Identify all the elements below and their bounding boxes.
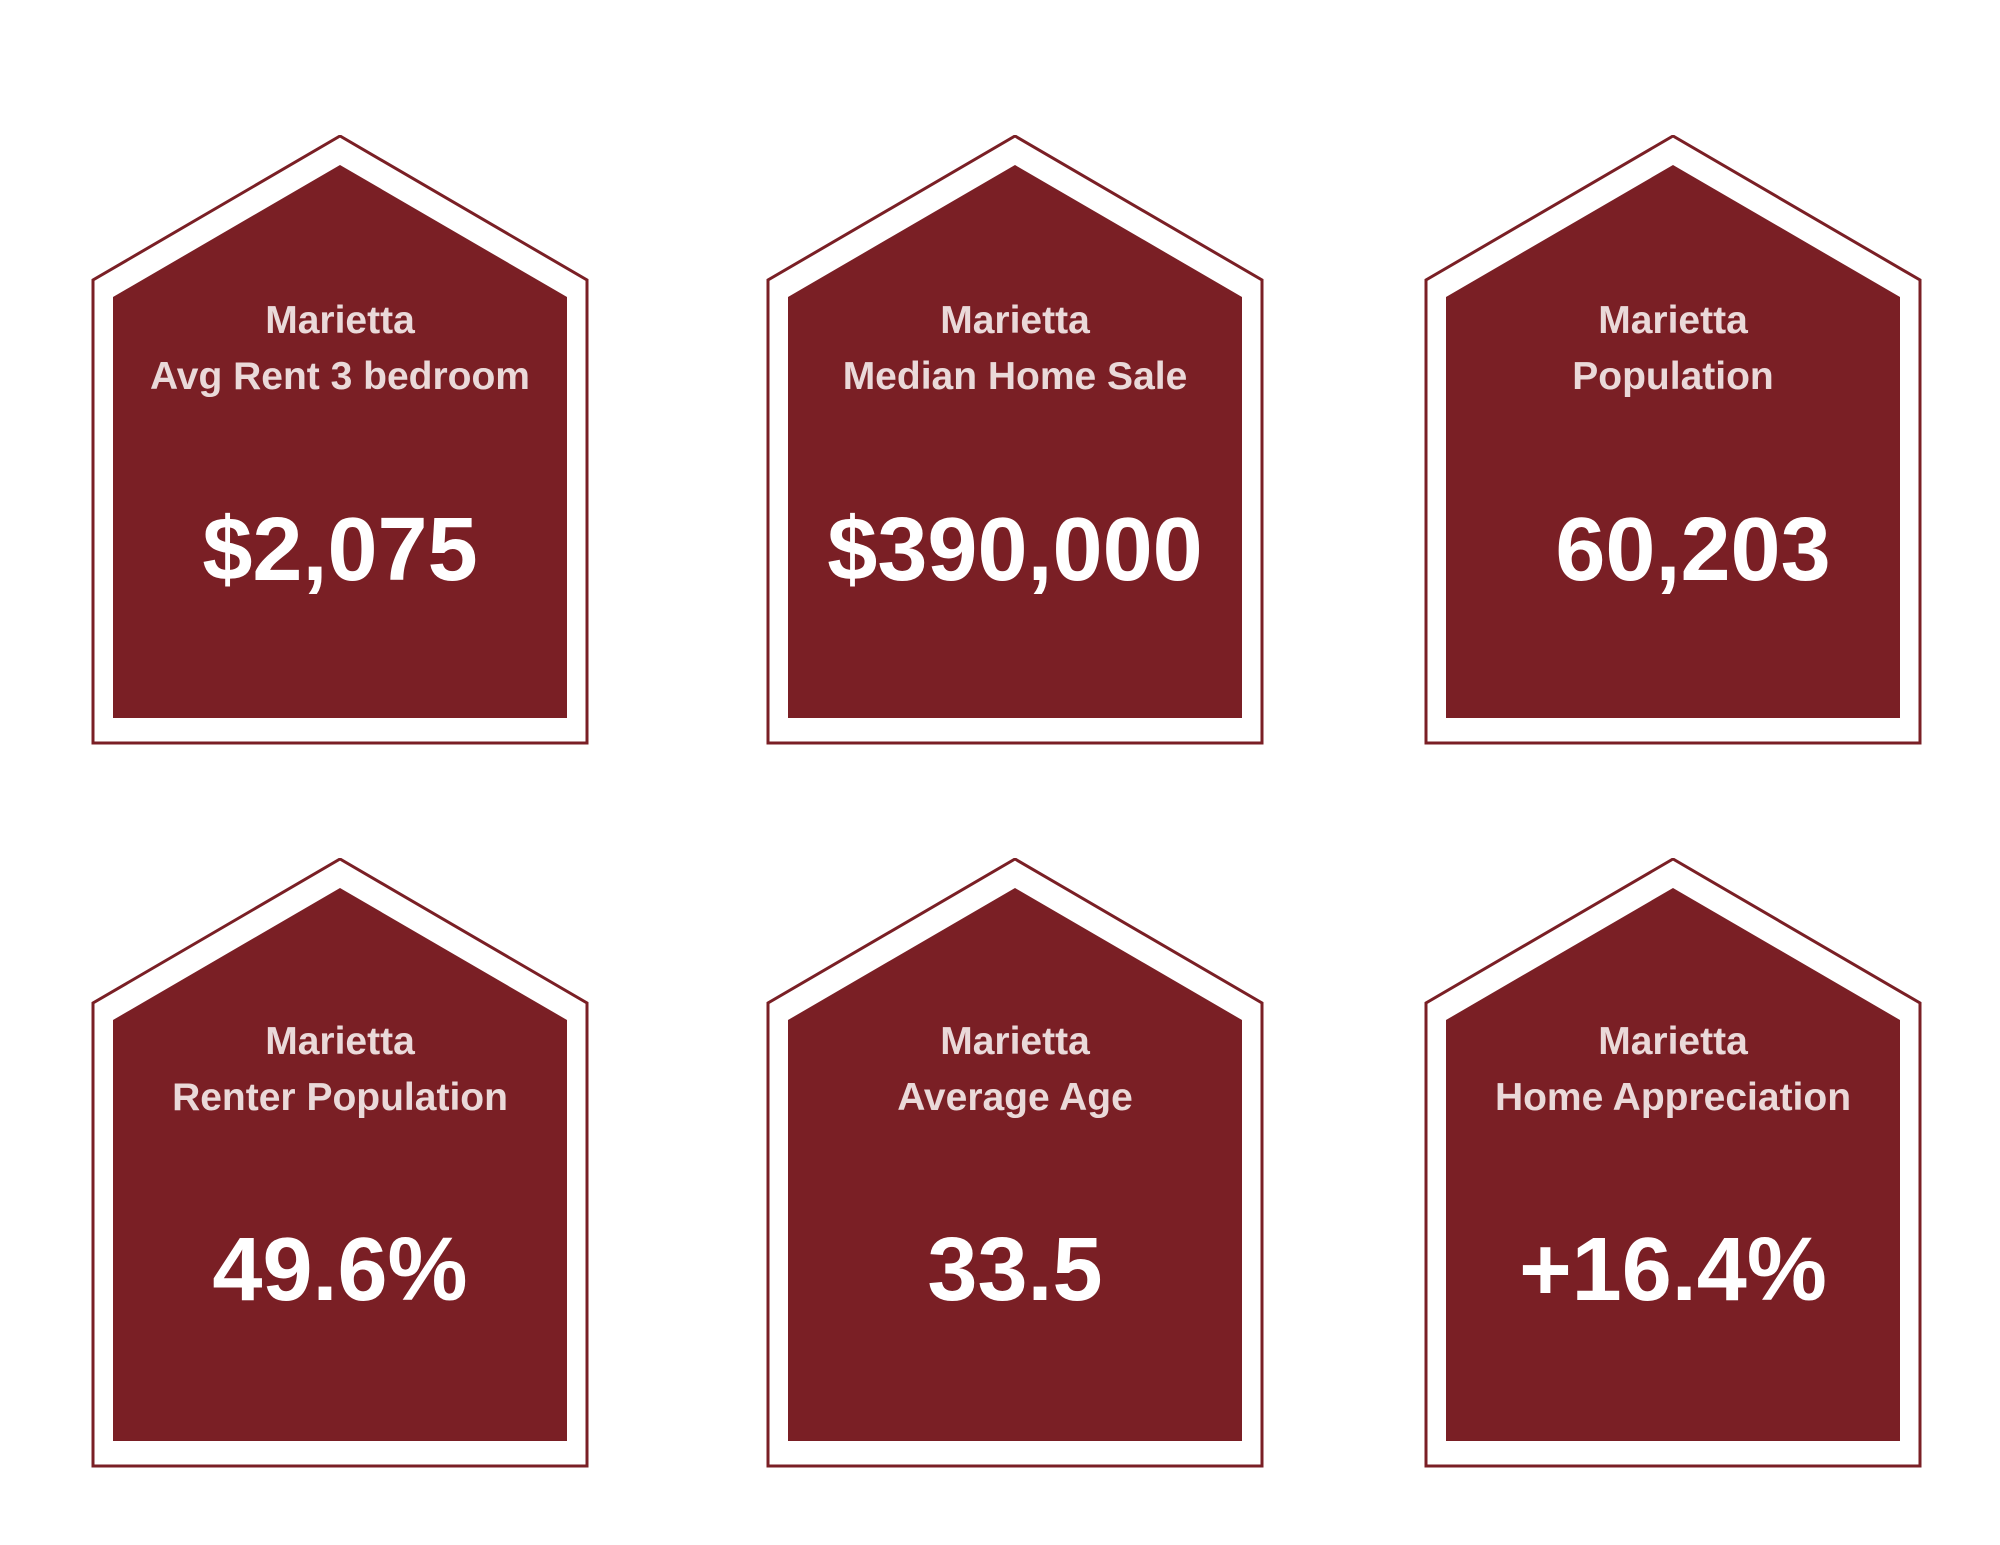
stat-value: $390,000 [827,500,1203,600]
city-label: Marietta [265,1020,415,1063]
house-icon [1424,858,1922,1468]
house-icon [91,135,589,745]
stat-value: 60,203 [1555,500,1831,600]
city-label: Marietta [265,299,415,342]
city-label: Marietta [1598,1020,1748,1063]
stat-card-home-appreciation: Marietta Home Appreciation +16.4% [1423,858,1923,1468]
metric-label: Average Age [897,1076,1133,1119]
city-label: Marietta [940,299,1090,342]
metric-label: Avg Rent 3 bedroom [150,355,530,398]
stat-value: 33.5 [927,1220,1103,1320]
metric-label: Population [1572,355,1774,398]
house-icon [766,858,1264,1468]
stat-value: +16.4% [1519,1220,1827,1320]
stat-value: $2,075 [202,500,478,600]
city-label: Marietta [1598,299,1748,342]
metric-label: Median Home Sale [842,355,1188,398]
house-icon [91,858,589,1468]
city-label: Marietta [940,1020,1090,1063]
stat-value: 49.6% [212,1220,468,1320]
metric-label: Home Appreciation [1494,1076,1852,1119]
stat-card-median-home-sale: Marietta Median Home Sale $390,000 [765,135,1265,745]
stat-card-average-age: Marietta Average Age 33.5 [765,858,1265,1468]
house-icon [766,135,1264,745]
house-icon [1424,135,1922,745]
stat-card-avg-rent: Marietta Avg Rent 3 bedroom $2,075 [90,135,590,745]
stat-card-population: Marietta Population 60,203 [1423,135,1923,745]
stat-card-renter-population: Marietta Renter Population 49.6% [90,858,590,1468]
metric-label: Renter Population [172,1076,508,1119]
